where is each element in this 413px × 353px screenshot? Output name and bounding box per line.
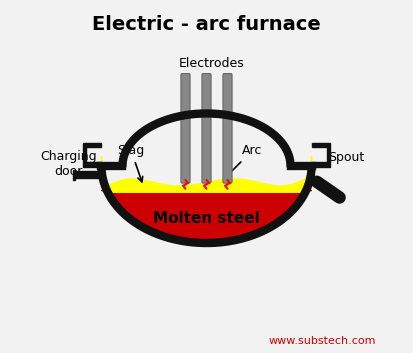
FancyBboxPatch shape [202,73,211,183]
Text: Slag: Slag [118,144,145,182]
Polygon shape [83,143,85,167]
Polygon shape [328,143,330,167]
Text: www.substech.com: www.substech.com [269,336,376,346]
FancyBboxPatch shape [223,73,232,183]
Polygon shape [311,162,328,167]
Polygon shape [85,162,102,167]
Text: Spout: Spout [328,151,365,164]
Polygon shape [75,171,100,178]
FancyBboxPatch shape [181,73,190,183]
Text: Charging
door: Charging door [40,150,97,178]
Polygon shape [102,191,311,243]
Polygon shape [74,170,75,180]
Text: Molten steel: Molten steel [153,211,260,226]
Text: Arc: Arc [225,144,262,178]
Polygon shape [102,156,311,192]
Text: Electrodes: Electrodes [179,57,244,70]
Polygon shape [85,143,102,147]
Polygon shape [311,143,328,147]
Text: Electric - arc furnace: Electric - arc furnace [92,16,321,34]
